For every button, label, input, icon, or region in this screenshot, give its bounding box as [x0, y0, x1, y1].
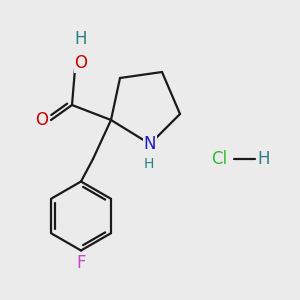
Text: Cl: Cl: [211, 150, 227, 168]
Text: N: N: [144, 135, 156, 153]
Text: O: O: [74, 54, 88, 72]
Text: H: H: [258, 150, 270, 168]
Text: H: H: [75, 30, 87, 48]
Text: O: O: [35, 111, 49, 129]
Text: F: F: [76, 254, 86, 272]
Text: H: H: [143, 157, 154, 170]
